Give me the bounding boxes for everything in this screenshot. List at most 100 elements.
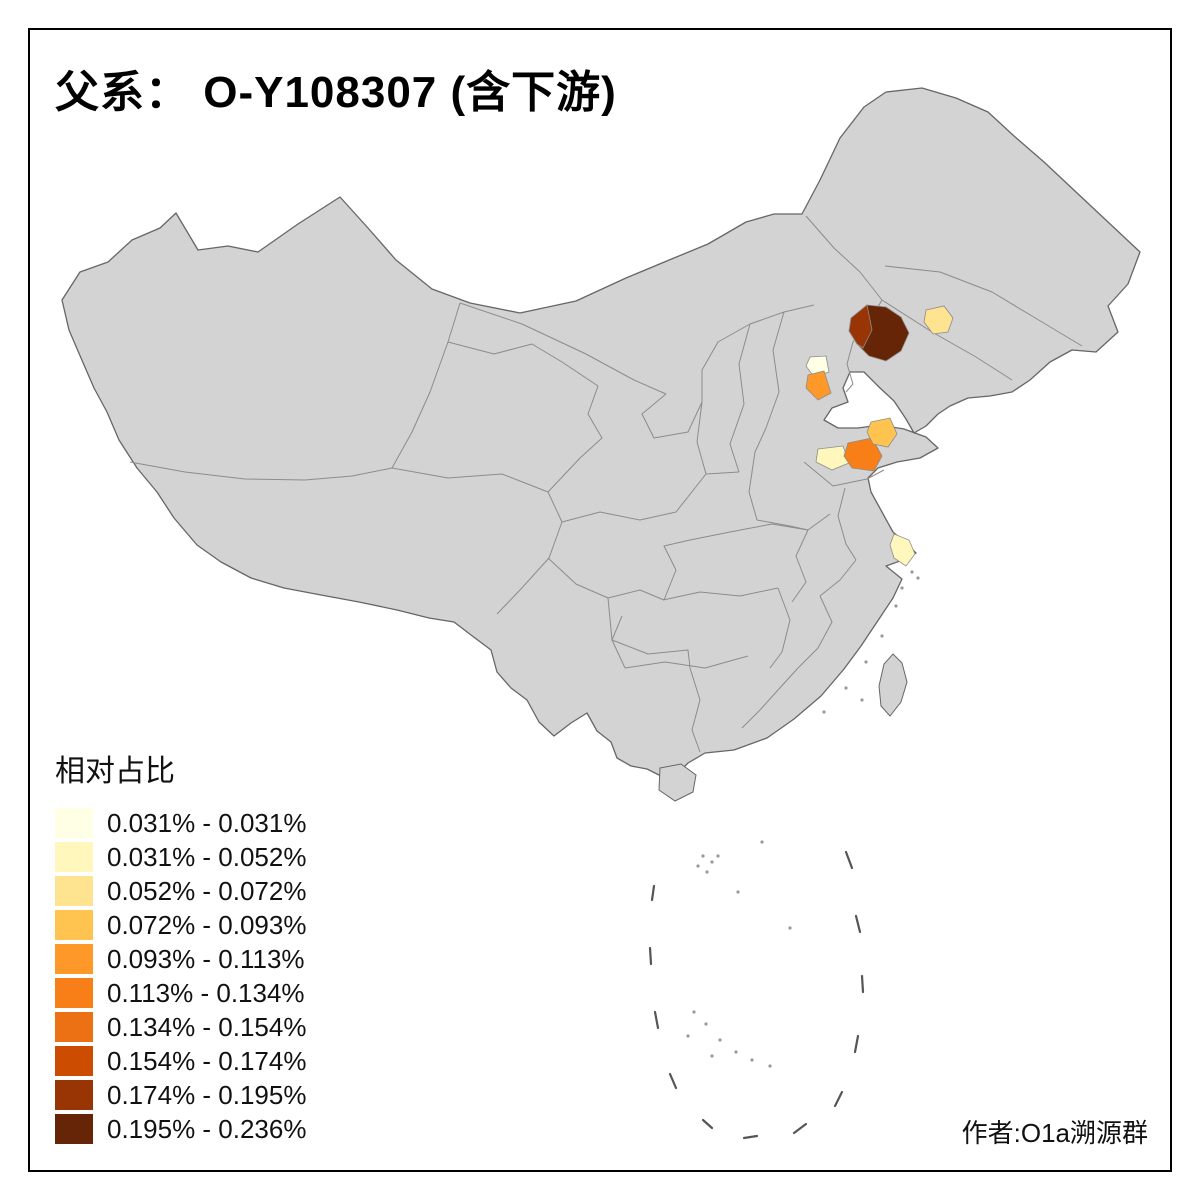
- region-jilin-central: [923, 305, 954, 335]
- legend-entries: 0.031% - 0.031% 0.031% - 0.052% 0.052% - 0…: [55, 806, 306, 1146]
- province-border: [129, 461, 393, 481]
- legend-row: 0.031% - 0.031%: [55, 806, 306, 840]
- sea-boundary-dash: [854, 914, 862, 934]
- small-island-dot: [750, 1058, 754, 1062]
- province-border: [663, 539, 691, 601]
- province-borders-layer: [129, 215, 1083, 753]
- legend: 相对占比 0.031% - 0.031% 0.031% - 0.052% 0.052…: [55, 746, 306, 1146]
- legend-label: 0.113% - 0.134%: [107, 977, 305, 1008]
- province-border: [607, 589, 665, 601]
- author-credit: 作者:O1a溯源群: [961, 1118, 1148, 1148]
- legend-swatch: [55, 944, 93, 974]
- legend-swatch: [55, 1012, 93, 1042]
- small-island-dot: [734, 1050, 738, 1054]
- sea-boundary-dash: [860, 974, 865, 994]
- legend-row: 0.195% - 0.236%: [55, 1112, 306, 1146]
- sea-boundary-dash: [833, 1090, 844, 1108]
- province-border: [845, 341, 854, 393]
- page-title: 父系： O-Y108307 (含下游): [55, 68, 617, 117]
- small-island-dot: [710, 860, 714, 864]
- islands-layer: [658, 570, 920, 1068]
- province-border: [611, 639, 691, 669]
- province-border: [756, 519, 809, 531]
- sea-boundary-dash: [668, 1072, 678, 1090]
- small-island-dot: [686, 1034, 690, 1038]
- province-border: [754, 311, 785, 453]
- legend-label: 0.093% - 0.113%: [107, 943, 305, 974]
- province-border: [547, 385, 603, 493]
- small-island-dot: [705, 870, 709, 874]
- small-island-dot: [916, 576, 920, 580]
- province-border: [696, 401, 740, 475]
- legend-row: 0.093% - 0.113%: [55, 942, 306, 976]
- province-border: [561, 473, 707, 523]
- province-border: [689, 513, 831, 541]
- small-island-dot: [736, 890, 740, 894]
- province-border: [748, 451, 758, 521]
- province-border: [817, 595, 833, 649]
- province-border: [777, 647, 819, 691]
- province-border: [881, 299, 1013, 381]
- small-island-dot: [844, 686, 848, 690]
- legend-label: 0.195% - 0.236%: [107, 1113, 307, 1144]
- small-island-dot: [696, 864, 700, 868]
- region-tianjin: [805, 370, 832, 401]
- province-border: [791, 529, 809, 603]
- small-island-dot: [880, 634, 884, 638]
- small-island-dot: [788, 926, 792, 930]
- legend-swatch: [55, 1114, 93, 1144]
- legend-row: 0.031% - 0.052%: [55, 840, 306, 874]
- legend-row: 0.113% - 0.134%: [55, 976, 306, 1010]
- region-liaoning-west-edge: [848, 304, 873, 349]
- province-border: [624, 655, 749, 669]
- legend-label: 0.031% - 0.052%: [107, 841, 307, 872]
- legend-swatch: [55, 842, 93, 872]
- region-shandong-peninsula: [866, 417, 898, 448]
- sea-boundary-dash: [792, 1122, 808, 1135]
- province-border: [803, 461, 885, 487]
- legend-row: 0.134% - 0.154%: [55, 1010, 306, 1044]
- legend-label: 0.052% - 0.072%: [107, 875, 307, 906]
- taiwan-island: [878, 653, 908, 717]
- legend-label: 0.154% - 0.174%: [107, 1045, 307, 1076]
- sea-boundary-dash: [653, 1010, 660, 1030]
- small-island-dot: [910, 570, 914, 574]
- sea-boundary-dash: [844, 850, 854, 870]
- small-island-dot: [716, 854, 720, 858]
- province-border: [819, 559, 857, 597]
- province-border: [447, 341, 599, 387]
- legend-row: 0.174% - 0.195%: [55, 1078, 306, 1112]
- legend-row: 0.154% - 0.174%: [55, 1044, 306, 1078]
- highlighted-regions-layer: [805, 304, 954, 567]
- small-island-dot: [704, 1022, 708, 1026]
- small-island-dot: [822, 710, 826, 714]
- legend-title: 相对占比: [55, 755, 175, 788]
- sea-boundary-dash: [701, 1118, 714, 1130]
- sea-boundary-dash: [650, 884, 656, 902]
- sea-boundary-dash: [853, 1034, 860, 1054]
- small-island-dot: [894, 604, 898, 608]
- sea-boundary-dash: [742, 1134, 759, 1140]
- small-island-dot: [760, 840, 764, 844]
- legend-swatch: [55, 978, 93, 1008]
- province-border: [391, 467, 549, 493]
- legend-swatch: [55, 876, 93, 906]
- legend-label: 0.174% - 0.195%: [107, 1079, 307, 1110]
- province-border: [729, 323, 751, 473]
- province-border: [769, 587, 791, 669]
- legend-swatch: [55, 910, 93, 940]
- nine-dash-line-layer: [648, 850, 865, 1140]
- legend-swatch: [55, 808, 93, 838]
- province-border: [391, 302, 461, 469]
- region-shanghai-area: [889, 533, 916, 567]
- small-island-dot: [768, 1064, 772, 1068]
- province-border: [837, 487, 857, 561]
- legend-label: 0.031% - 0.031%: [107, 807, 307, 838]
- province-border: [662, 587, 779, 601]
- sea-boundary-dash: [648, 946, 653, 966]
- province-border: [805, 215, 883, 301]
- legend-label: 0.134% - 0.154%: [107, 1011, 307, 1042]
- province-border: [547, 557, 609, 599]
